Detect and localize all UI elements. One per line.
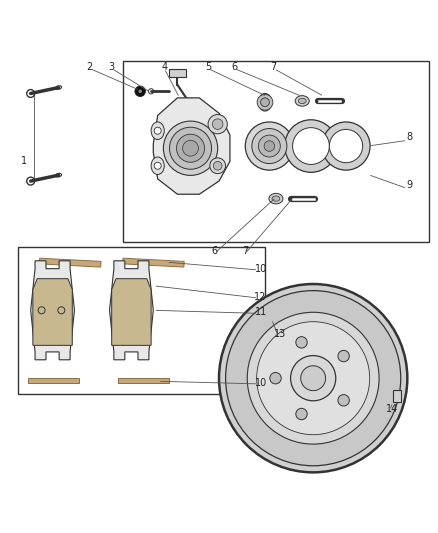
- Circle shape: [27, 90, 35, 98]
- Circle shape: [301, 366, 325, 391]
- Text: 14: 14: [386, 404, 398, 414]
- Text: 6: 6: [212, 246, 218, 256]
- Text: 12: 12: [254, 292, 267, 302]
- Circle shape: [154, 162, 161, 169]
- Circle shape: [252, 128, 287, 164]
- Circle shape: [322, 122, 370, 170]
- Circle shape: [154, 127, 161, 134]
- Ellipse shape: [56, 173, 61, 177]
- Circle shape: [293, 128, 329, 165]
- Ellipse shape: [295, 96, 309, 106]
- Text: 8: 8: [406, 132, 413, 142]
- Circle shape: [296, 408, 307, 419]
- Text: 11: 11: [254, 308, 267, 318]
- Bar: [118, 378, 169, 383]
- Circle shape: [261, 98, 269, 107]
- Circle shape: [329, 130, 363, 163]
- Text: 4: 4: [161, 62, 167, 72]
- Bar: [393, 390, 401, 402]
- Ellipse shape: [258, 93, 272, 111]
- Polygon shape: [153, 98, 230, 194]
- Circle shape: [247, 312, 379, 444]
- Circle shape: [183, 140, 198, 156]
- Text: 7: 7: [271, 62, 277, 72]
- Circle shape: [270, 373, 281, 384]
- Circle shape: [27, 177, 35, 185]
- Bar: [123, 258, 184, 267]
- Circle shape: [257, 94, 273, 110]
- Circle shape: [212, 119, 223, 130]
- Text: 10: 10: [254, 377, 267, 387]
- Polygon shape: [33, 279, 72, 345]
- Text: 13: 13: [274, 329, 286, 340]
- Circle shape: [219, 284, 407, 472]
- Bar: [123, 61, 429, 243]
- Text: 2: 2: [87, 62, 93, 72]
- Ellipse shape: [151, 157, 164, 174]
- Circle shape: [296, 337, 307, 348]
- Ellipse shape: [151, 122, 164, 140]
- Circle shape: [257, 322, 370, 435]
- Circle shape: [213, 161, 222, 170]
- Circle shape: [138, 90, 142, 93]
- Text: 5: 5: [205, 62, 211, 72]
- Bar: [28, 378, 79, 383]
- Ellipse shape: [272, 196, 280, 201]
- Circle shape: [264, 141, 275, 151]
- Ellipse shape: [56, 86, 61, 90]
- Text: 9: 9: [406, 181, 413, 190]
- Circle shape: [245, 122, 293, 170]
- Circle shape: [177, 134, 205, 162]
- Circle shape: [210, 158, 226, 174]
- Circle shape: [226, 290, 401, 466]
- Circle shape: [338, 394, 350, 406]
- Ellipse shape: [269, 193, 283, 204]
- Bar: [18, 247, 265, 393]
- Text: 7: 7: [242, 246, 248, 256]
- Circle shape: [290, 356, 336, 401]
- Ellipse shape: [298, 98, 306, 103]
- Text: 1: 1: [21, 156, 27, 166]
- Circle shape: [148, 88, 154, 94]
- Circle shape: [285, 120, 337, 172]
- Circle shape: [135, 86, 145, 96]
- Circle shape: [338, 350, 350, 362]
- Polygon shape: [112, 279, 151, 345]
- Circle shape: [258, 135, 280, 157]
- Polygon shape: [110, 261, 153, 360]
- Bar: [169, 69, 186, 77]
- Circle shape: [208, 115, 227, 134]
- Text: 10: 10: [254, 264, 267, 273]
- Bar: [39, 258, 101, 267]
- Circle shape: [163, 121, 218, 175]
- Circle shape: [170, 127, 212, 169]
- Polygon shape: [31, 261, 74, 360]
- Text: 3: 3: [109, 62, 115, 72]
- Text: 6: 6: [231, 62, 237, 72]
